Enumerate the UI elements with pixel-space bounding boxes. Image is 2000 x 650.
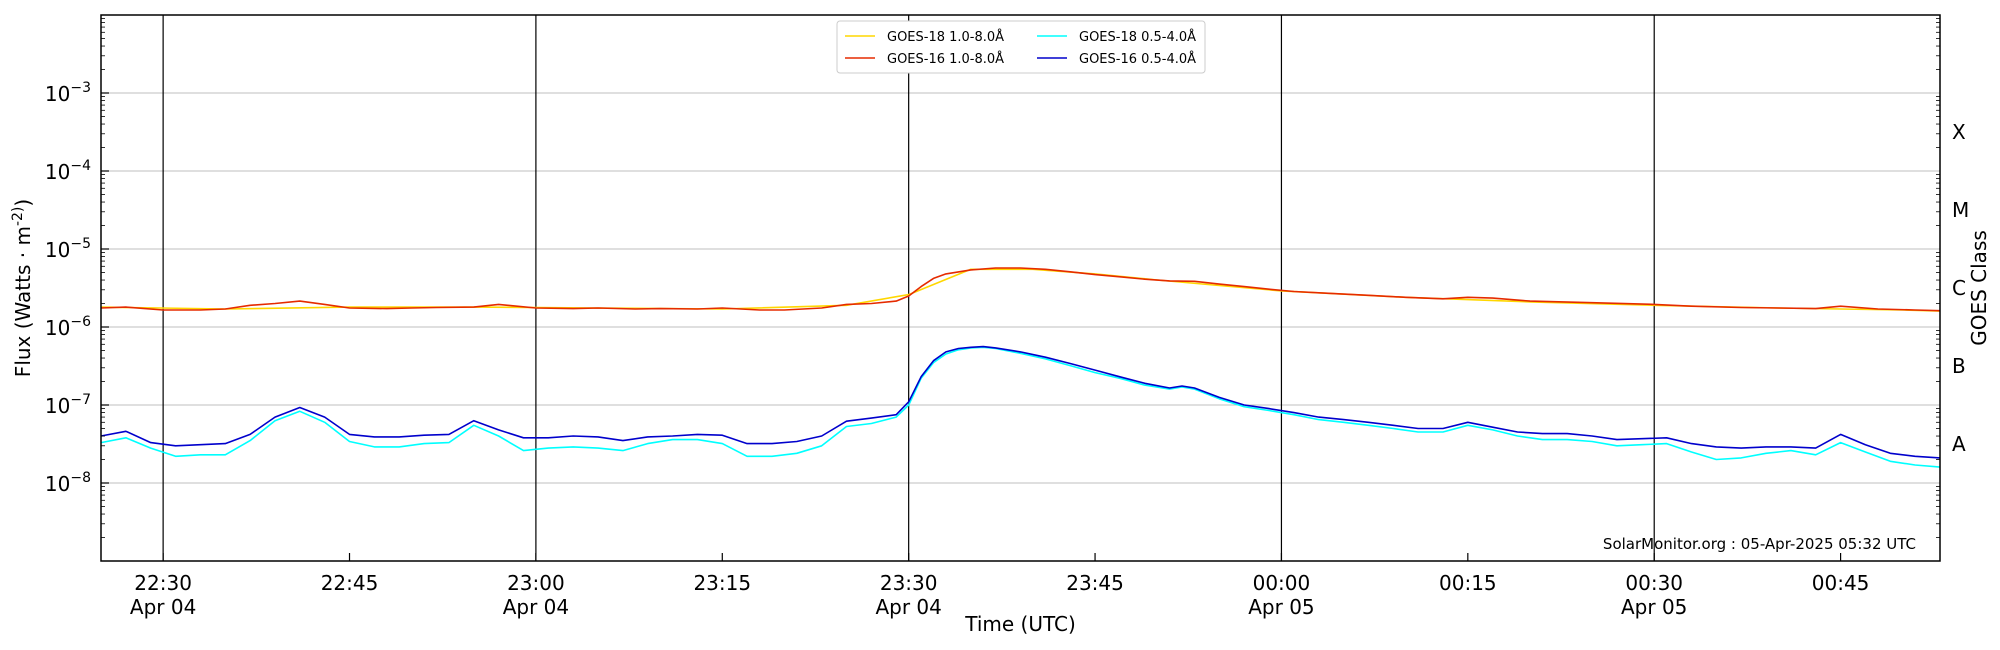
goes-class-label: B [1952,354,1966,378]
day-marker-lines [162,15,1655,561]
x-tick-date-label: Apr 05 [1621,595,1687,619]
x-tick-date-label: Apr 05 [1248,595,1314,619]
x-tick-date-label: Apr 04 [875,595,941,619]
y-tick-label: 10−6 [45,314,91,340]
x-tick-time-label: 00:15 [1439,571,1497,595]
legend-entry-label: GOES-18 0.5-4.0Å [1079,29,1196,45]
goes-class-label: C [1952,276,1966,300]
x-tick-date-label: Apr 04 [130,595,196,619]
x-tick-time-label: 00:00 [1253,571,1311,595]
y-tick-label: 10−7 [45,392,91,418]
series-lines [100,267,1941,468]
x-tick-time-label: 23:00 [507,571,565,595]
y-axis-ticks: 10−8 10−7 10−6 10−5 10−4 10−3 [45,18,1940,538]
y-tick-label: 10−4 [45,158,91,184]
legend: GOES-18 1.0-8.0Å GOES-18 0.5-4.0Å GOES-16 … [836,20,1206,74]
x-axis-title: Time (UTC) [964,612,1076,636]
plot-frame [100,14,1941,562]
x-tick-date-label: Apr 04 [503,595,569,619]
y-axis-right-title: GOES Class [1967,230,1991,346]
legend-entry-label: GOES-18 1.0-8.0Å [887,29,1004,45]
x-tick-time-label: 23:45 [1066,571,1124,595]
x-tick-time-label: 23:15 [693,571,751,595]
x-tick-time-label: 22:30 [134,571,192,595]
goes-class-label: M [1952,198,1969,222]
y-tick-label: 10−5 [45,236,91,262]
goes-class-label: A [1952,432,1966,456]
grid-lines [101,92,1940,484]
legend-box [836,20,1206,74]
legend-entry-label: GOES-16 1.0-8.0Å [887,51,1004,67]
y-tick-label: 10−8 [45,470,91,496]
y-axis-title: Flux (Watts · m-2)) [10,199,35,377]
watermark-text: SolarMonitor.org : 05-Apr-2025 05:32 UTC [1603,535,1916,553]
x-tick-time-label: 00:45 [1812,571,1870,595]
goes-class-labels: A B C M X [1952,120,1969,456]
x-tick-time-label: 23:30 [880,571,938,595]
x-tick-time-label: 00:30 [1625,571,1683,595]
series-line-2 [100,267,1941,312]
series-line-4 [100,345,1941,459]
legend-entry-label: GOES-16 0.5-4.0Å [1079,51,1196,67]
goes-class-label: X [1952,120,1966,144]
y-tick-label: 10−3 [45,80,91,106]
x-tick-time-label: 22:45 [321,571,379,595]
